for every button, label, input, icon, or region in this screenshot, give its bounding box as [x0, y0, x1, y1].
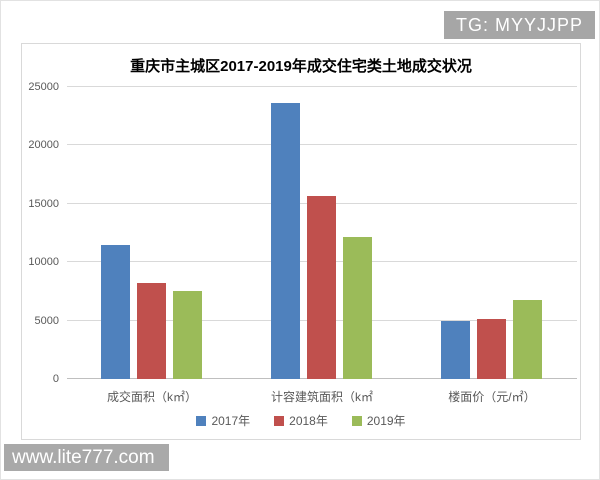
gridline — [67, 86, 577, 87]
y-tick-label: 15000 — [28, 197, 59, 210]
bar-2017年-category-1 — [271, 103, 301, 379]
x-axis-labels: 成交面积（k㎡） 计容建筑面积（k㎡ 楼面价（元/㎡） — [67, 388, 577, 405]
legend-swatch-icon — [274, 415, 285, 426]
bar-2019年-category-2 — [513, 299, 543, 379]
bar-groups — [67, 87, 577, 379]
y-tick-label: 25000 — [28, 81, 59, 93]
y-tick-label: 10000 — [28, 256, 59, 269]
legend-swatch-icon — [351, 415, 362, 426]
legend-item-2019年: 2019年 — [351, 412, 406, 429]
legend-label: 2018年 — [289, 414, 328, 428]
telegram-watermark: TG: MYYJJPP — [443, 11, 595, 39]
bar-2017年-category-0 — [101, 244, 131, 379]
bar-2019年-category-1 — [343, 236, 373, 379]
x-category-label: 楼面价（元/㎡） — [448, 390, 536, 404]
legend-item-2017年: 2017年 — [196, 412, 250, 429]
bar-group-1 — [237, 87, 407, 379]
bar-group-0 — [67, 87, 237, 379]
bar-2017年-category-2 — [441, 321, 471, 379]
x-category-label: 成交面积（k㎡） — [106, 390, 197, 404]
bar-group-2 — [407, 87, 577, 379]
chart-title: 重庆市主城区2017-2019年成交住宅类土地成交状况 — [130, 58, 472, 75]
legend-label: 2017年 — [211, 414, 251, 428]
website-watermark: www.lite777.com — [4, 444, 169, 471]
bar-2019年-category-0 — [173, 290, 203, 379]
legend-label: 2019年 — [366, 414, 406, 428]
y-tick-label: 0 — [52, 373, 59, 385]
y-tick-label: 20000 — [28, 139, 59, 152]
x-category-label: 计容建筑面积（k㎡ — [270, 390, 373, 404]
plot-area: 0 5000 10000 15000 20000 25000 — [28, 81, 577, 385]
gridline — [67, 144, 577, 146]
y-tick-label: 5000 — [34, 314, 59, 327]
legend-item-2018年: 2018年 — [274, 412, 328, 429]
chart-container: 重庆市主城区2017-2019年成交住宅类土地成交状况 0 5000 10000 15… — [21, 43, 581, 440]
bar-2018年-category-2 — [477, 319, 507, 379]
legend: 2017年 2018年 2019年 — [22, 412, 580, 429]
legend-swatch-icon — [196, 415, 207, 426]
bar-2018年-category-0 — [137, 283, 167, 379]
bar-2018年-category-1 — [307, 196, 337, 379]
